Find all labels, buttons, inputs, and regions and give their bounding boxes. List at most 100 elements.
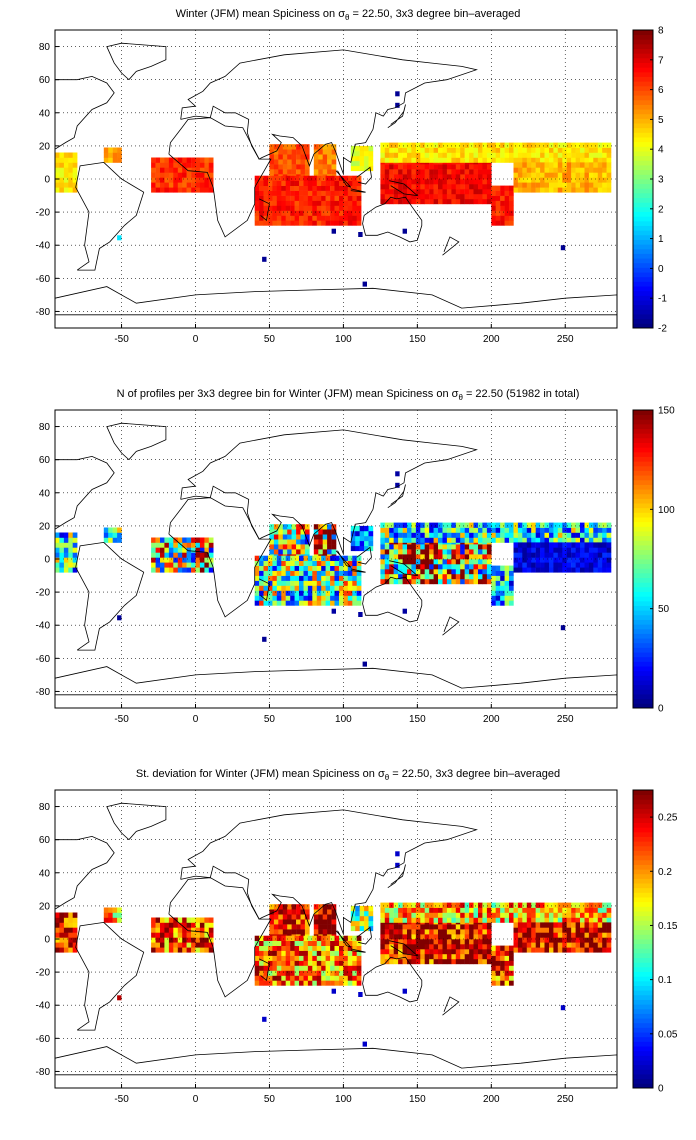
data-bin bbox=[263, 970, 269, 976]
data-bin bbox=[602, 917, 607, 923]
data-bin bbox=[151, 947, 156, 953]
data-bin bbox=[321, 180, 326, 186]
data-bin bbox=[455, 958, 461, 965]
data-bin bbox=[355, 920, 360, 927]
data-bin bbox=[429, 522, 434, 528]
data-bin bbox=[415, 953, 421, 960]
data-bin bbox=[304, 149, 310, 155]
data-bin bbox=[513, 152, 519, 158]
data-bin bbox=[103, 152, 109, 158]
colorbar-segment bbox=[633, 624, 653, 630]
data-bin bbox=[389, 554, 394, 560]
data-bin bbox=[584, 912, 590, 918]
data-bin bbox=[334, 195, 340, 201]
data-bin bbox=[303, 980, 309, 986]
data-bin bbox=[442, 527, 448, 533]
data-bin bbox=[263, 190, 269, 196]
data-bin bbox=[164, 157, 170, 163]
data-bin bbox=[177, 567, 183, 573]
data-bin bbox=[325, 565, 331, 571]
data-bin bbox=[356, 220, 362, 226]
data-bin bbox=[580, 932, 585, 938]
data-bin bbox=[580, 937, 585, 943]
data-bin bbox=[451, 934, 457, 940]
data-bin bbox=[268, 975, 273, 981]
data-bin bbox=[281, 585, 286, 591]
data-bin bbox=[495, 950, 501, 956]
data-bin bbox=[313, 929, 319, 935]
data-bin bbox=[364, 920, 369, 927]
data-bin bbox=[155, 167, 161, 173]
data-bin bbox=[584, 922, 590, 928]
data-bin bbox=[281, 955, 286, 961]
data-bin bbox=[263, 975, 269, 981]
data-bin bbox=[509, 580, 514, 586]
data-bin bbox=[482, 907, 488, 913]
data-bin bbox=[473, 948, 479, 955]
data-bin bbox=[575, 542, 581, 548]
data-bin bbox=[566, 152, 572, 158]
data-bin bbox=[112, 152, 118, 158]
data-bin bbox=[347, 970, 353, 976]
data-bin bbox=[597, 522, 603, 528]
data-bin bbox=[402, 988, 407, 994]
data-bin bbox=[287, 159, 292, 165]
data-bin bbox=[491, 960, 496, 966]
data-bin bbox=[164, 187, 170, 193]
data-bin bbox=[544, 522, 550, 528]
data-bin bbox=[312, 560, 317, 566]
data-bin bbox=[446, 924, 452, 930]
data-bin bbox=[352, 935, 357, 941]
colorbar-tick-label: 0.25 bbox=[658, 813, 678, 824]
data-bin bbox=[278, 904, 283, 910]
data-bin bbox=[393, 554, 399, 560]
data-bin bbox=[259, 590, 264, 596]
x-tick-label: 250 bbox=[557, 714, 574, 725]
data-bin bbox=[398, 164, 403, 170]
data-bin bbox=[352, 175, 357, 181]
data-bin bbox=[424, 198, 430, 205]
data-bin bbox=[316, 210, 322, 216]
data-bin bbox=[407, 559, 412, 565]
data-bin bbox=[517, 167, 523, 173]
colorbar-segment bbox=[633, 57, 653, 63]
data-bin bbox=[549, 167, 554, 173]
data-bin bbox=[299, 575, 304, 581]
data-bin bbox=[549, 182, 554, 188]
data-bin bbox=[177, 187, 183, 193]
data-bin bbox=[407, 902, 412, 908]
data-bin bbox=[331, 534, 337, 540]
data-bin bbox=[356, 570, 362, 576]
data-bin bbox=[442, 568, 448, 575]
data-bin bbox=[254, 575, 260, 581]
data-bin bbox=[593, 177, 598, 183]
data-bin bbox=[513, 142, 519, 148]
data-bin bbox=[460, 958, 465, 965]
colorbar-segment bbox=[633, 957, 653, 963]
data-bin bbox=[290, 950, 295, 956]
data-bin bbox=[296, 154, 301, 160]
data-bin bbox=[68, 532, 73, 538]
data-bin bbox=[108, 157, 113, 163]
data-bin bbox=[300, 524, 306, 530]
data-bin bbox=[259, 565, 264, 571]
data-bin bbox=[580, 527, 585, 533]
data-bin bbox=[526, 567, 532, 573]
data-bin bbox=[415, 549, 421, 555]
data-bin bbox=[513, 562, 519, 568]
data-bin bbox=[259, 945, 264, 951]
data-bin bbox=[321, 175, 326, 181]
data-bin bbox=[509, 975, 514, 981]
data-bin bbox=[469, 554, 474, 560]
data-bin bbox=[281, 580, 286, 586]
data-bin bbox=[173, 557, 178, 563]
data-bin bbox=[208, 552, 214, 558]
data-bin bbox=[254, 195, 260, 201]
data-bin bbox=[355, 915, 360, 922]
data-bin bbox=[290, 965, 295, 971]
data-bin bbox=[294, 190, 300, 196]
data-bin bbox=[151, 167, 156, 173]
data-bin bbox=[522, 157, 527, 163]
data-bin bbox=[59, 537, 65, 543]
colorbar-segment bbox=[633, 799, 653, 805]
